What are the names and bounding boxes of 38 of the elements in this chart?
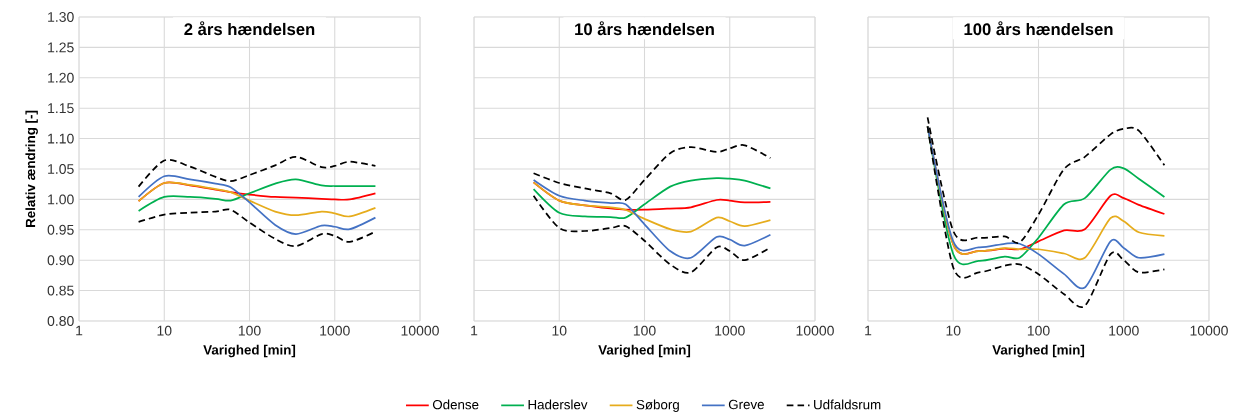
x-tick-label: 1 [865, 325, 872, 336]
y-tick-label: 1.20 [48, 72, 74, 83]
legend-label: Haderslev [528, 399, 588, 410]
x-tick-label: 10000 [401, 325, 439, 336]
x-tick-label: 10 [946, 325, 961, 336]
x-tick-label: 1000 [715, 325, 745, 336]
x-tick-label: 1000 [320, 325, 350, 336]
x-axis-title: Varighed [min] [598, 344, 691, 358]
x-tick-label: 1000 [1109, 325, 1139, 336]
x-tick-label: 100 [633, 325, 656, 336]
y-tick-label: 0.80 [47, 316, 74, 326]
legend-label: Odense [432, 399, 479, 410]
x-tick-label: 1 [471, 325, 478, 336]
y-axis-title: Relativ ændring [-] [25, 110, 38, 227]
chart-title: 100 års hændelsen [964, 21, 1113, 36]
y-tick-label: 1.30 [48, 12, 74, 22]
x-axis-title: Varighed [min] [203, 344, 296, 358]
y-tick-label: 0.95 [47, 224, 74, 235]
chart-title: 10 års hændelsen [575, 21, 714, 36]
y-tick-label: 1.15 [48, 103, 74, 114]
legend-label: Søborg [636, 399, 679, 412]
y-tick-label: 1.25 [48, 42, 74, 53]
x-tick-label: 100 [1027, 325, 1050, 336]
x-tick-label: 10 [157, 325, 172, 336]
legend-label: Greve [728, 399, 764, 410]
y-tick-label: 1.05 [48, 164, 74, 174]
x-tick-label: 10000 [796, 325, 834, 336]
y-tick-label: 1.10 [48, 133, 74, 144]
y-tick-label: 0.90 [47, 255, 74, 266]
chart-title: 2 års hændelsen [184, 21, 315, 36]
y-tick-label: 1.00 [48, 194, 74, 205]
x-tick-label: 10000 [1190, 325, 1228, 336]
x-tick-label: 100 [238, 325, 261, 336]
x-tick-label: 10 [552, 325, 567, 336]
y-tick-label: 0.85 [47, 285, 74, 296]
legend-label: Udfaldsrum [814, 399, 881, 410]
x-axis-title: Varighed [min] [992, 344, 1085, 358]
x-tick-label: 1 [76, 325, 83, 336]
